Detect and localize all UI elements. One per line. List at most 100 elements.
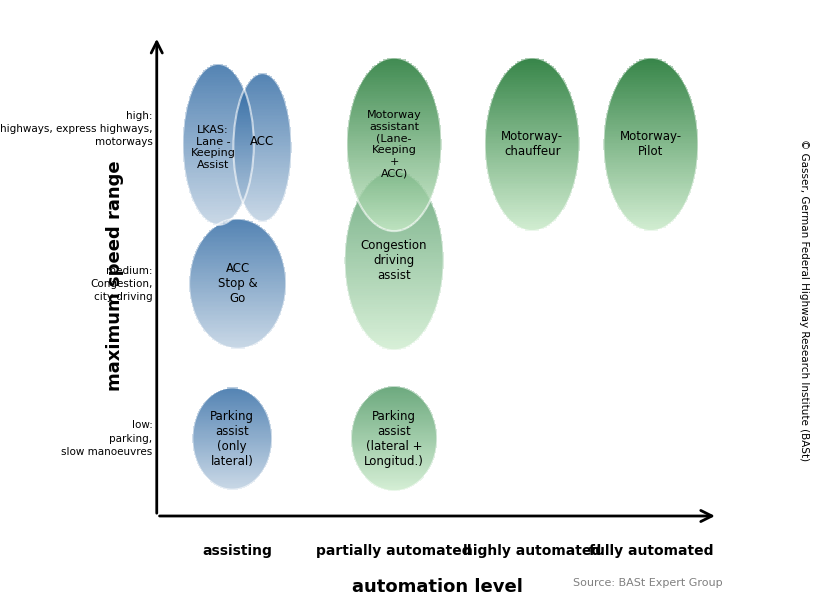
Bar [245, 207, 280, 208]
Bar [488, 110, 576, 112]
Bar [233, 139, 291, 140]
Bar [351, 448, 436, 449]
Bar [352, 212, 436, 214]
Bar [233, 142, 291, 143]
Bar [215, 341, 260, 342]
Bar [352, 427, 436, 428]
Bar [242, 198, 284, 200]
Bar [205, 218, 231, 220]
Bar [366, 185, 422, 187]
Bar [218, 485, 247, 487]
Bar [205, 331, 271, 332]
Bar [356, 462, 432, 463]
Bar [201, 326, 274, 328]
Bar [352, 449, 436, 450]
Bar [611, 96, 691, 98]
Bar [368, 183, 420, 185]
Bar [189, 277, 286, 278]
Bar [234, 130, 291, 131]
Bar [233, 145, 291, 146]
Bar [626, 70, 676, 71]
Bar [238, 188, 287, 189]
Bar [235, 122, 290, 124]
Bar [345, 257, 444, 259]
Bar [194, 423, 271, 424]
Bar [345, 269, 443, 271]
Bar [606, 120, 696, 122]
Bar [485, 153, 579, 155]
Bar [379, 345, 409, 347]
Bar [189, 283, 286, 284]
Bar [346, 151, 441, 153]
Bar [370, 68, 417, 70]
Bar [503, 212, 561, 214]
Bar [219, 389, 245, 391]
Bar [361, 82, 427, 83]
Bar [370, 394, 418, 395]
Bar [502, 210, 563, 212]
Bar [346, 239, 442, 241]
Bar [605, 124, 697, 125]
Bar [195, 83, 242, 85]
Bar [485, 141, 580, 143]
Bar [186, 178, 250, 180]
Bar [606, 118, 696, 120]
Bar [497, 83, 567, 85]
Bar [606, 167, 696, 169]
Bar [497, 202, 568, 203]
Bar [186, 109, 250, 110]
Text: Motorway-
Pilot: Motorway- Pilot [620, 130, 682, 158]
Bar [350, 112, 438, 113]
Bar [355, 193, 433, 194]
Bar [196, 206, 241, 207]
Text: Source: BASt Expert Group: Source: BASt Expert Group [573, 578, 723, 588]
Bar [192, 439, 272, 440]
Bar [191, 299, 285, 301]
Bar [186, 181, 250, 183]
Bar [200, 407, 264, 408]
Bar [237, 113, 289, 115]
Bar [200, 241, 275, 242]
Bar [198, 246, 277, 247]
Bar [190, 191, 247, 193]
Bar [253, 217, 271, 219]
Bar [355, 205, 433, 206]
Bar [603, 148, 698, 149]
Bar [347, 131, 441, 132]
Bar [196, 316, 280, 317]
Bar [606, 116, 696, 118]
Bar [184, 167, 252, 169]
Bar [348, 120, 440, 122]
Bar [604, 132, 698, 134]
Bar [249, 213, 276, 214]
Bar [190, 274, 285, 275]
Bar [352, 452, 436, 454]
Text: Parking
assist
(only
lateral): Parking assist (only lateral) [210, 410, 254, 467]
Bar [242, 95, 284, 97]
Bar [360, 406, 428, 407]
Bar [491, 101, 573, 103]
Bar [231, 347, 244, 349]
Bar [207, 67, 229, 69]
Bar [504, 73, 560, 75]
Bar [200, 212, 237, 214]
Bar [358, 322, 430, 323]
Bar [611, 191, 691, 193]
Bar [352, 451, 436, 452]
Bar [373, 392, 415, 394]
Bar [351, 304, 437, 305]
Bar [369, 395, 419, 397]
Bar [604, 131, 698, 132]
Bar [488, 176, 577, 178]
Bar [487, 120, 578, 122]
Bar [488, 174, 577, 176]
Bar [351, 440, 437, 442]
Bar [196, 82, 241, 83]
Bar [613, 196, 689, 198]
Bar [493, 191, 572, 193]
Bar [234, 127, 290, 128]
Bar [350, 219, 438, 221]
Bar [490, 104, 574, 106]
Bar [183, 135, 253, 136]
Bar [189, 286, 286, 287]
